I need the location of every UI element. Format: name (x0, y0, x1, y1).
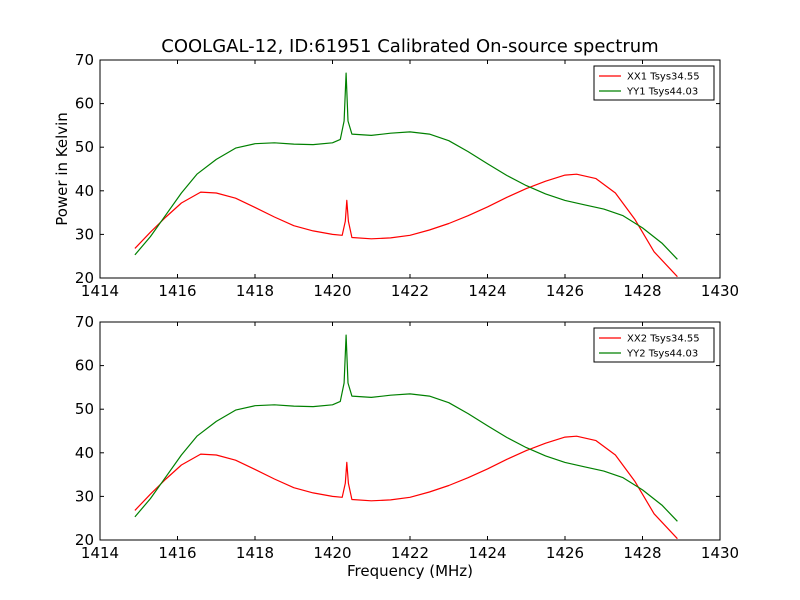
x-tick-label: 1424 (468, 282, 506, 300)
x-tick-label: 1426 (546, 282, 584, 300)
bottom-panel: 1414 1416 1418 1420 1422 1424 1426 1428 1430 20 30… (75, 313, 739, 562)
legend: XX2 Tsys34.55 YY2 Tsys44.03 (593, 327, 715, 363)
y-tick-label: 60 (75, 95, 94, 113)
x-tick-label: 1422 (391, 282, 429, 300)
y-tick-label: 70 (75, 313, 94, 331)
y-tick-label: 70 (75, 51, 94, 69)
y-tick-label: 40 (75, 444, 94, 462)
y-tick-label: 60 (75, 357, 94, 375)
legend-box (593, 65, 715, 101)
x-tick-label: 1416 (158, 544, 196, 562)
series-line-1 (134, 435, 678, 540)
y-tick-label: 50 (75, 138, 94, 156)
x-tick-label: 1418 (236, 282, 274, 300)
legend-label-1: XX1 Tsys34.55 (627, 72, 700, 83)
y-tick-label: 30 (75, 487, 94, 505)
series-line-1 (134, 173, 678, 278)
top-panel: 1414 1416 1418 1420 1422 1424 1426 1428 1430 20 30… (75, 51, 739, 300)
x-tick-label: 1420 (313, 282, 351, 300)
series-line-2 (134, 334, 678, 522)
y-tick-label: 50 (75, 400, 94, 418)
x-tick-label: 1416 (158, 282, 196, 300)
figure-title: COOLGAL-12, ID:61951 Calibrated On-sourc… (161, 36, 658, 57)
x-axis-label: Frequency (MHz) (347, 562, 473, 580)
y-tick-label: 20 (75, 531, 94, 549)
y-tick-label: 20 (75, 269, 94, 287)
legend-label-1: XX2 Tsys34.55 (627, 334, 700, 345)
x-tick-label: 1414 (81, 282, 119, 300)
x-tick-label: 1430 (701, 544, 739, 562)
legend-box (593, 327, 715, 363)
y-tick-label: 40 (75, 182, 94, 200)
legend-label-2: YY2 Tsys44.03 (626, 349, 698, 360)
x-tick-label: 1426 (546, 544, 584, 562)
x-tick-label: 1418 (236, 544, 274, 562)
x-tick-label: 1428 (623, 544, 661, 562)
x-tick-label: 1430 (701, 282, 739, 300)
y-axis-label: Power in Kelvin (53, 112, 71, 226)
x-tick-label: 1428 (623, 282, 661, 300)
x-tick-label: 1414 (81, 544, 119, 562)
legend: XX1 Tsys34.55 YY1 Tsys44.03 (593, 65, 715, 101)
y-tick-label: 30 (75, 225, 94, 243)
x-tick-label: 1424 (468, 544, 506, 562)
series-line-2 (134, 72, 678, 260)
x-tick-label: 1420 (313, 544, 351, 562)
legend-label-2: YY1 Tsys44.03 (626, 87, 698, 98)
x-tick-label: 1422 (391, 544, 429, 562)
